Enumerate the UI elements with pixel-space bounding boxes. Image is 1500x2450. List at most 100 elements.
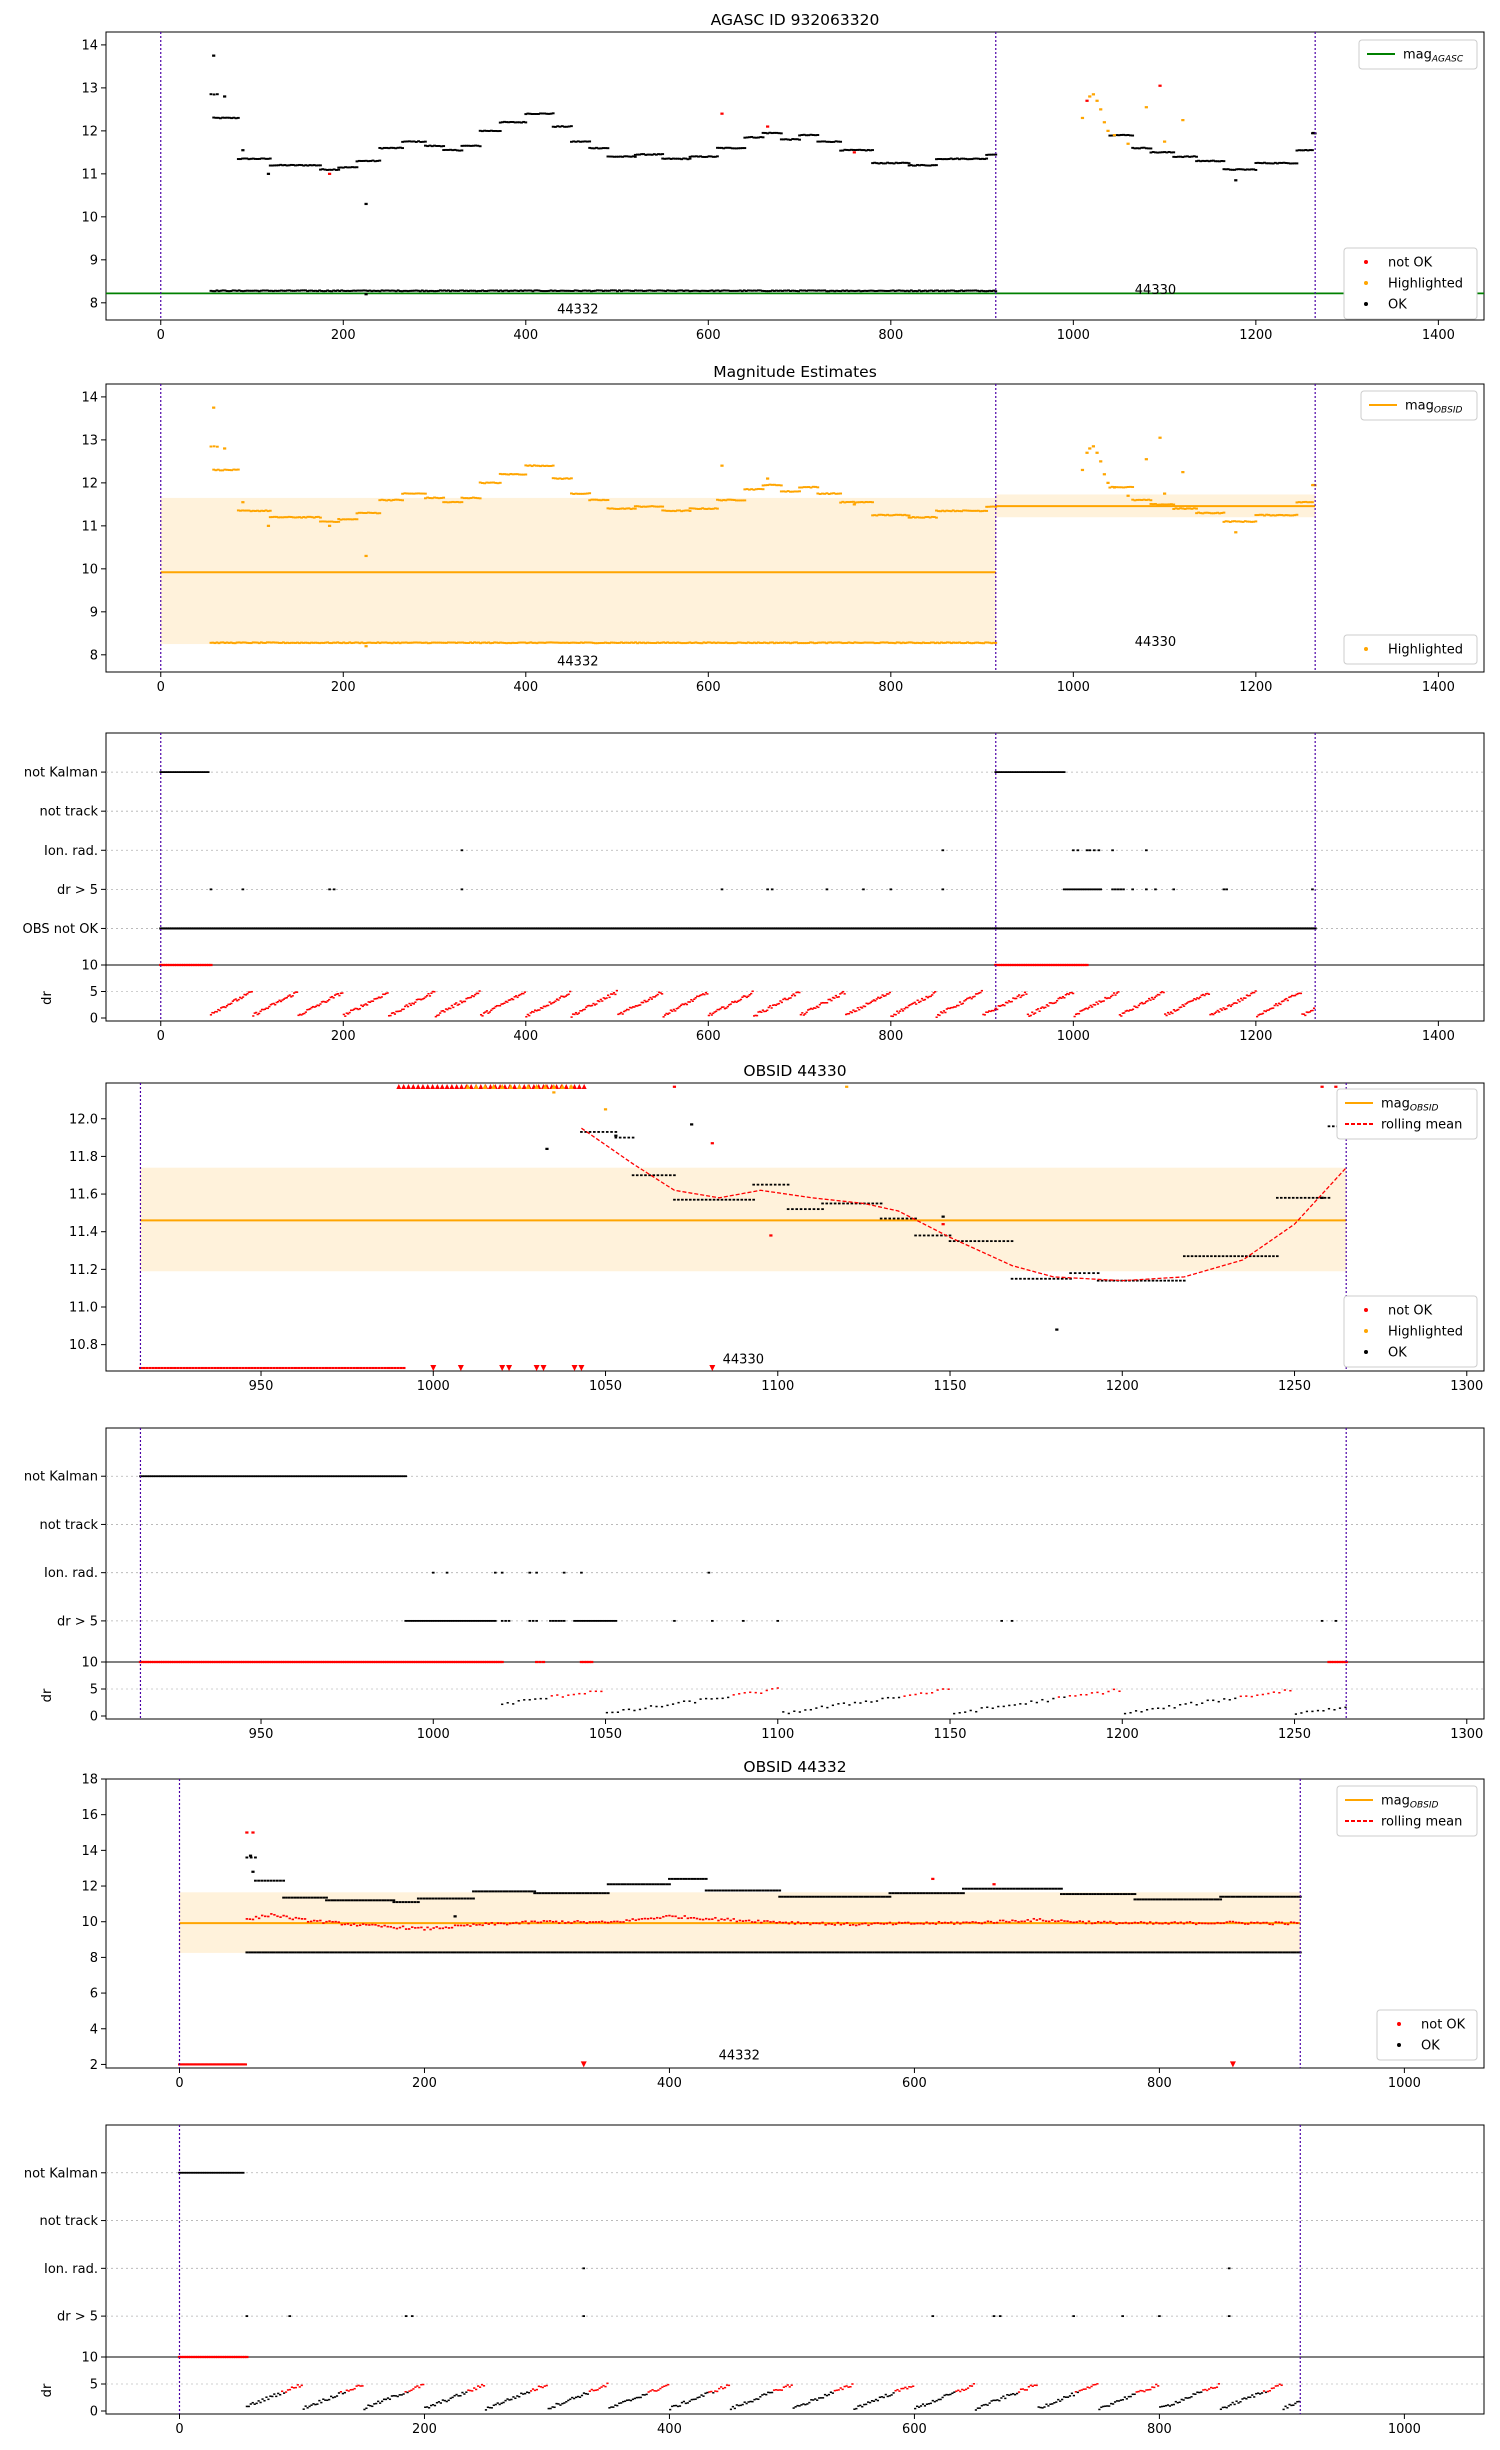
magest-point: [881, 641, 885, 644]
flagsAll-flag-point: [332, 888, 336, 891]
flagsAll-flag-point: [1204, 927, 1208, 930]
flagsAll-flag-point: [1300, 927, 1304, 930]
flagsAll-flag-point: [1001, 963, 1005, 967]
obs44330-highlight-point: [603, 1108, 608, 1111]
flags44330-dr-point: [1090, 1692, 1094, 1694]
flagsAll-dr-point: [852, 1009, 855, 1011]
flagsAll-dr-point: [493, 1007, 496, 1009]
magest-point: [953, 510, 957, 513]
magest-point: [764, 641, 768, 644]
obs44330-title: OBSID 44330: [743, 1062, 846, 1080]
agasc-ok-point: [819, 289, 823, 292]
flags44330-flag-point: [473, 1619, 477, 1622]
flags44330-flag-point: [362, 1475, 366, 1478]
obs44332-ok-point: [1150, 1898, 1153, 1901]
flags44330-dr-point: [1024, 1703, 1027, 1705]
flagsAll-flag-point: [529, 927, 533, 930]
flagsAll-flag-point: [425, 927, 429, 930]
agasc-ok-point: [886, 161, 890, 164]
agasc-ok-point: [268, 157, 272, 160]
flagsAll-flag-point: [256, 927, 260, 930]
agasc-ok-point: [500, 121, 504, 124]
flagsAll-dr-point: [1275, 1003, 1278, 1005]
flagsAll-dr-point: [1169, 1011, 1173, 1013]
magest-point: [989, 505, 993, 508]
agasc-ok-point: [1211, 159, 1215, 162]
agasc-ok-point: [384, 289, 388, 292]
agasc-ok-point: [426, 145, 430, 148]
flagsAll-dr-point: [936, 1013, 940, 1016]
flagsAll-dr-point: [512, 998, 515, 1001]
flagsAll-dr-point: [644, 1000, 648, 1003]
obs44330-clip-marker: [256, 1366, 260, 1370]
flagsAll-flag-point: [1129, 927, 1133, 930]
agasc-ok-point: [827, 140, 831, 143]
flagsAll-flag-point: [406, 927, 410, 930]
magest-point: [223, 447, 227, 450]
flagsAll-flag-point: [646, 927, 650, 930]
flagsAll-dr-point: [1279, 1003, 1282, 1006]
agasc-ok-point: [614, 289, 617, 292]
obs44330-clip-marker: [371, 1366, 375, 1370]
agasc-ok-point: [239, 158, 242, 161]
magest-point: [268, 516, 272, 519]
flagsAll-dr-point: [1307, 1011, 1310, 1014]
flags44330-flag-point: [344, 1475, 348, 1478]
flagsAll-dr-point: [487, 1012, 490, 1014]
obs44332-ok-point: [973, 1887, 977, 1890]
obs44332-ok-point: [1099, 1893, 1103, 1896]
magest-xtick-label: 1200: [1239, 680, 1272, 695]
flagsAll-flag-point: [599, 927, 603, 930]
obs44332-ok-point: [704, 1889, 708, 1892]
flagsAll-flag-point: [460, 849, 464, 852]
agasc-ok-point: [373, 160, 377, 163]
magest-point: [263, 641, 267, 644]
magest-point: [958, 510, 961, 513]
magest-point: [444, 641, 448, 644]
agasc-ok-point: [350, 166, 354, 169]
flagsAll-dr-point: [758, 1010, 762, 1013]
flagsAll-dr-point: [1096, 1003, 1100, 1005]
flagsAll-flag-point: [1134, 927, 1138, 930]
flagsAll-flag-point: [193, 771, 196, 774]
flagsAll-dr-point: [269, 1003, 272, 1006]
flagsAll-flag-point: [520, 927, 524, 930]
flagsAll-flag-point: [754, 927, 758, 930]
agasc-ok-point: [364, 202, 368, 206]
agasc-ok-point: [764, 290, 768, 293]
flagsAll-flag-point: [533, 927, 537, 930]
flagsAll-dr-point: [288, 994, 291, 996]
flagsAll-dr-point: [678, 1005, 681, 1008]
flagsAll-dr-point: [1134, 1006, 1138, 1008]
obs44332-ok-point: [634, 1883, 638, 1886]
magest-point: [271, 641, 275, 644]
flags44330-dr-point: [881, 1697, 884, 1700]
flagsAll-dr-point: [1245, 994, 1249, 996]
flagsAll-flag-point: [954, 927, 958, 930]
agasc-ok-point: [921, 289, 925, 292]
magest-point: [537, 641, 541, 644]
flagsAll-flag-point: [956, 927, 960, 930]
obs44330-clip-marker: [309, 1366, 313, 1370]
obs44332-ok-point: [1224, 1895, 1228, 1898]
flagsAll-flag-point: [886, 927, 890, 930]
obs44332-ok-point: [752, 1889, 756, 1892]
magest-point: [877, 513, 881, 516]
flagsAll-dr-point: [807, 1009, 810, 1011]
obs44332-ok-point: [797, 1895, 801, 1898]
obs44330-clip-marker: [188, 1366, 192, 1370]
flagsAll-flag-point: [635, 927, 639, 930]
magest-point: [759, 488, 763, 491]
flags44330-dr-point: [826, 1706, 829, 1709]
obs44332-ok-point: [847, 1895, 850, 1898]
flags44330-dr-point: [975, 1710, 978, 1713]
agasc-ok-point: [1282, 161, 1286, 164]
magest-point: [585, 492, 589, 495]
agasc-ok-point: [726, 146, 730, 149]
flagsAll-flag-point: [1284, 927, 1288, 930]
obs44332-ok-point: [939, 1892, 943, 1895]
flags44330-flag-point: [504, 1619, 507, 1622]
obs44332-ok-point: [394, 1951, 397, 1954]
obs44332-ok-point: [786, 1895, 790, 1898]
magest-point: [970, 509, 974, 512]
